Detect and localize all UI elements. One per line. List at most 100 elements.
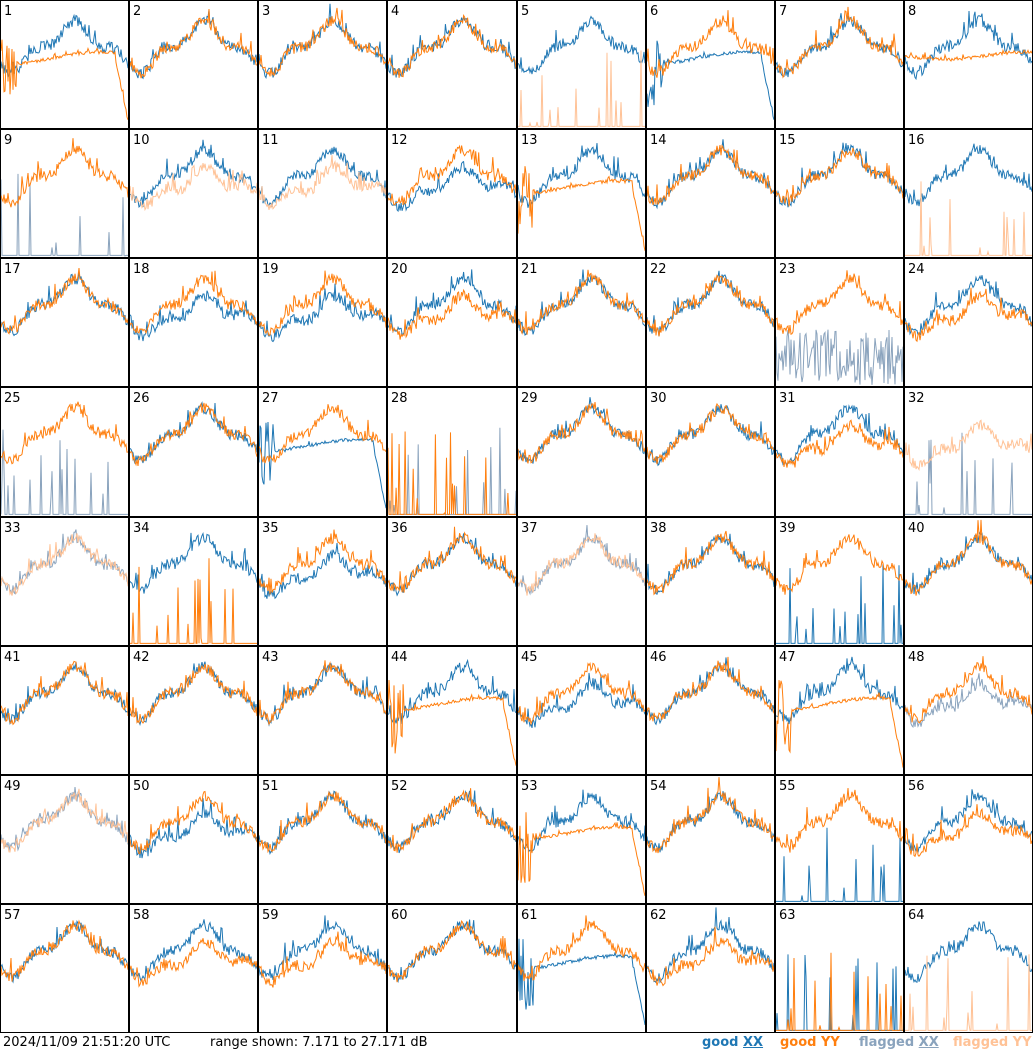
panel-26: 26 bbox=[129, 387, 258, 517]
panel-34-yy-line bbox=[130, 558, 257, 644]
panel-36-frame bbox=[387, 517, 517, 646]
panel-9-xx-line bbox=[0, 173, 128, 257]
panel-14-yy-line bbox=[646, 144, 775, 206]
legend-flagged-xx: flagged XX bbox=[859, 1035, 939, 1050]
panel-41-xx-line bbox=[0, 661, 129, 726]
panel-11-frame bbox=[258, 129, 387, 258]
panel-36-yy-line bbox=[387, 526, 517, 593]
panel-51-xx-line bbox=[258, 790, 387, 856]
panel-8: 8 bbox=[904, 0, 1033, 129]
panel-51: 51 bbox=[258, 775, 387, 904]
panel-48: 48 bbox=[904, 646, 1033, 775]
panel-43-yy-line bbox=[258, 660, 387, 726]
panel-11: 11 bbox=[258, 129, 387, 258]
panel-3-xx-line bbox=[258, 3, 387, 80]
panel-61-yy-line bbox=[517, 915, 646, 981]
panel-53: 53 bbox=[517, 775, 646, 904]
panel-32-label: 32 bbox=[908, 391, 925, 406]
panel-52-label: 52 bbox=[391, 779, 408, 794]
panel-44-frame bbox=[387, 646, 517, 775]
panel-57-label: 57 bbox=[4, 908, 21, 923]
panel-27-label: 27 bbox=[262, 391, 279, 406]
panel-12-xx-line bbox=[387, 160, 517, 213]
panel-4-label: 4 bbox=[391, 4, 399, 19]
panel-5-label: 5 bbox=[521, 4, 529, 19]
panel-16-label: 16 bbox=[908, 133, 925, 148]
panel-57-xx-line bbox=[0, 920, 129, 984]
panel-39-frame bbox=[775, 517, 904, 646]
panel-4: 4 bbox=[387, 0, 517, 129]
panel-12-label: 12 bbox=[391, 133, 408, 148]
panel-35-xx-line bbox=[258, 542, 387, 600]
panel-33-label: 33 bbox=[4, 521, 21, 536]
panel-11-xx-line bbox=[258, 146, 387, 207]
panel-59-frame bbox=[258, 904, 387, 1033]
panel-17-xx-line bbox=[0, 271, 129, 337]
panel-5-frame bbox=[517, 0, 646, 129]
panel-32-frame bbox=[904, 387, 1033, 517]
panel-45-yy-line bbox=[517, 661, 646, 726]
panel-12: 12 bbox=[387, 129, 517, 258]
panel-64: 64 bbox=[904, 904, 1033, 1033]
panel-45-xx-line bbox=[517, 672, 646, 729]
panel-25-frame bbox=[0, 387, 129, 517]
panel-23-yy-line bbox=[775, 270, 904, 335]
panel-61-frame bbox=[517, 904, 646, 1033]
panel-53-xx-line bbox=[517, 789, 646, 853]
panel-32-yy-line bbox=[904, 419, 1033, 472]
panel-32-xx-line bbox=[905, 432, 1032, 515]
panel-33-frame bbox=[0, 517, 129, 646]
panel-39-yy-line bbox=[775, 534, 904, 595]
panel-10-label: 10 bbox=[133, 133, 150, 148]
panel-31-label: 31 bbox=[779, 391, 796, 406]
panel-3-label: 3 bbox=[262, 4, 270, 19]
panel-43-xx-line bbox=[258, 662, 386, 727]
legend-good-yy: good YY bbox=[780, 1035, 840, 1050]
panel-1-frame bbox=[0, 0, 129, 129]
panel-55: 55 bbox=[775, 775, 904, 904]
panel-15-yy-line bbox=[775, 147, 904, 207]
panel-41-frame bbox=[0, 646, 129, 775]
panel-11-yy-line bbox=[258, 155, 387, 210]
panel-49-frame bbox=[0, 775, 129, 904]
panel-35-frame bbox=[258, 517, 387, 646]
panel-36: 36 bbox=[387, 517, 517, 646]
panel-13-label: 13 bbox=[521, 133, 538, 148]
panel-59-label: 59 bbox=[262, 908, 279, 923]
panel-47-frame bbox=[775, 646, 904, 775]
panel-61-xx-line bbox=[517, 938, 646, 1025]
panel-32: 32 bbox=[904, 387, 1033, 517]
panel-36-xx-line bbox=[387, 533, 517, 597]
panel-21-frame bbox=[517, 258, 646, 387]
panel-7-label: 7 bbox=[779, 4, 787, 19]
panel-34-frame bbox=[129, 517, 258, 646]
panel-5-yy-line bbox=[518, 50, 645, 127]
panel-45-frame bbox=[517, 646, 646, 775]
panel-4-yy-line bbox=[387, 13, 517, 78]
panel-20-xx-line bbox=[387, 269, 517, 335]
panel-62-frame bbox=[646, 904, 775, 1033]
panel-58-xx-line bbox=[129, 919, 258, 983]
panel-3: 3 bbox=[258, 0, 387, 129]
panel-10-frame bbox=[129, 129, 258, 258]
panel-1-label: 1 bbox=[4, 4, 12, 19]
panel-1-xx-line bbox=[0, 13, 129, 78]
panel-24-xx-line bbox=[904, 274, 1033, 337]
panel-15-frame bbox=[775, 129, 904, 258]
panel-45: 45 bbox=[517, 646, 646, 775]
panel-60-label: 60 bbox=[391, 908, 408, 923]
panel-55-xx-line bbox=[776, 827, 903, 902]
panel-38-label: 38 bbox=[650, 521, 667, 536]
panel-43-frame bbox=[258, 646, 387, 775]
panel-15: 15 bbox=[775, 129, 904, 258]
panel-41-yy-line bbox=[0, 660, 129, 726]
panel-17-yy-line bbox=[0, 268, 129, 335]
panel-35: 35 bbox=[258, 517, 387, 646]
panel-20-yy-line bbox=[387, 288, 517, 340]
panel-25-xx-line bbox=[0, 429, 128, 515]
panel-62: 62 bbox=[646, 904, 775, 1033]
panel-33-yy-line bbox=[0, 533, 129, 596]
panel-27: 27 bbox=[258, 387, 387, 517]
panel-50-label: 50 bbox=[133, 779, 150, 794]
panel-12-frame bbox=[387, 129, 517, 258]
